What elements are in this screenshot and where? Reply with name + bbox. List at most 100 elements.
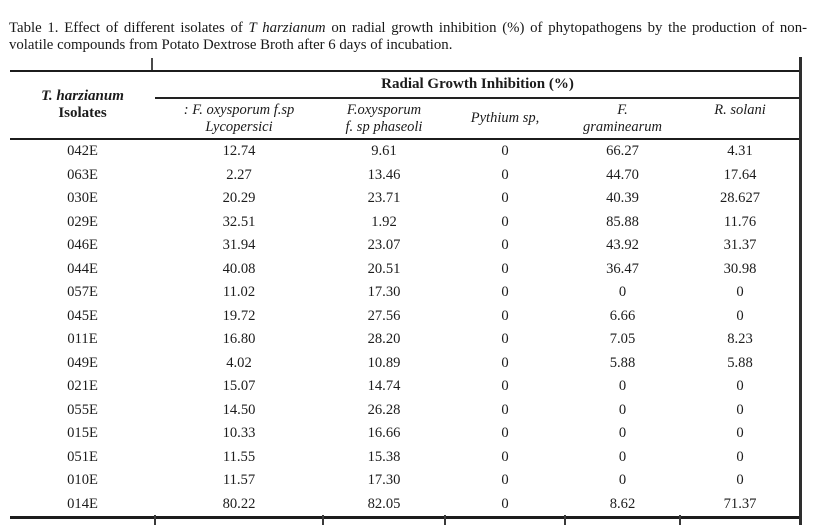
table-row: 030E 20.29 23.71 0 40.39 28.627 [10,187,800,211]
cell: 0 [501,284,509,301]
table-row: 051E 11.55 15.38 0 0 0 [10,446,800,470]
isolates-header-line1: T. harzianum [41,88,124,104]
cell: 27.56 [367,307,401,324]
cell: 66.27 [606,143,639,160]
caption-species-italic: T harzianum [248,19,326,36]
column-header-pythium-sp: Pythium sp, [470,110,540,126]
scan-artifact-bottom-tick [564,515,566,525]
isolate-cell: 029E [67,213,98,230]
scan-artifact-bottom-tick [444,515,446,525]
cell: 0 [501,190,509,207]
cell: 19.72 [222,307,256,324]
cell: 0 [501,307,509,324]
cell: 0 [501,425,509,442]
column-header-f-oxysporum-phaseoli: F.oxysporum f. sp phaseoli [345,101,423,135]
cell: 5.88 [609,354,636,371]
cell: 80.22 [222,495,256,512]
cell: 11.57 [222,472,256,489]
cell: 16.80 [222,331,256,348]
table-row: 049E 4.02 10.89 0 5.88 5.88 [10,352,800,376]
cell: 0 [501,401,509,418]
isolate-cell: 014E [67,495,98,512]
cell: 2.27 [226,166,252,183]
cell: 71.37 [723,495,757,512]
isolate-cell: 030E [67,190,98,207]
cell: 85.88 [606,213,639,230]
scan-artifact-top-tick [151,58,153,70]
cell: 0 [618,425,627,442]
isolate-cell: 045E [67,307,98,324]
cell: 26.28 [367,401,401,418]
table-row: 046E 31.94 23.07 0 43.92 31.37 [10,234,800,258]
cell: 23.71 [367,190,401,207]
cell: 0 [501,260,509,277]
table-row: 011E 16.80 28.20 0 7.05 8.23 [10,328,800,352]
results-table-wrapper: T. harzianum Isolates Radial Growth Inhi… [10,70,801,519]
cell: 17.30 [367,284,401,301]
isolate-cell: 010E [67,472,98,489]
cell: 13.46 [367,166,401,183]
cell: 31.94 [222,237,256,254]
cell: 0 [736,448,744,465]
cell: 9.61 [371,143,397,160]
cell: 20.51 [367,260,401,277]
cell: 0 [736,472,744,489]
column-header-f-oxysporum-lycopersici: : F. oxysporum f.sp Lycopersici [183,101,295,135]
isolate-cell: 015E [67,425,98,442]
caption-text-2: on radial growth inhibition (%) of phyto… [9,19,808,54]
results-table: T. harzianum Isolates Radial Growth Inhi… [10,70,801,519]
table-row: 044E 40.08 20.51 0 36.47 30.98 [10,258,800,282]
cell: 0 [501,331,509,348]
table-row: 042E 12.74 9.61 0 66.27 4.31 [10,139,800,164]
cell: 0 [736,378,744,395]
cell: 0 [618,284,627,301]
cell: 0 [501,378,509,395]
cell: 0 [501,237,509,254]
column-header-isolates: T. harzianum Isolates [10,71,155,139]
cell: 32.51 [222,213,256,230]
isolate-cell: 055E [67,401,98,418]
cell: 0 [618,378,627,395]
cell: 17.64 [723,166,757,183]
cell: 28.627 [719,190,761,207]
caption-label: Table 1. [9,19,59,36]
isolate-cell: 044E [67,260,98,277]
cell: 14.50 [222,401,256,418]
cell: 0 [501,354,509,371]
table-row: 029E 32.51 1.92 0 85.88 11.76 [10,211,800,235]
table-caption: Table 1. Effect of different isolates of… [9,20,807,55]
table-row: 010E 11.57 17.30 0 0 0 [10,469,800,493]
cell: 1.92 [371,213,397,230]
cell: 6.66 [609,307,636,324]
cell: 11.76 [723,213,757,230]
cell: 44.70 [606,166,639,183]
cell: 14.74 [367,378,401,395]
cell: 0 [501,143,509,160]
scan-artifact-bottom-tick [154,515,156,525]
isolates-header-line2: Isolates [58,105,107,121]
cell: 0 [501,448,509,465]
isolate-cell: 049E [67,354,98,371]
cell: 0 [501,166,509,183]
cell: 43.92 [606,237,639,254]
column-header-f-graminearum: F. graminearum [583,101,662,135]
scan-artifact-bottom-tick [322,515,324,525]
cell: 40.39 [606,190,639,207]
cell: 8.23 [727,331,753,348]
cell: 17.30 [367,472,401,489]
isolate-cell: 051E [67,448,98,465]
scan-artifact-right-border [799,57,802,525]
cell: 16.66 [367,425,401,442]
cell: 0 [618,401,627,418]
cell: 0 [736,425,744,442]
table-header: T. harzianum Isolates Radial Growth Inhi… [10,71,801,139]
span-header-radial-growth: Radial Growth Inhibition (%) [155,71,801,99]
cell: 0 [501,213,509,230]
table-row: 015E 10.33 16.66 0 0 0 [10,422,800,446]
cell: 0 [618,448,627,465]
cell: 15.07 [222,378,256,395]
table-row: 021E 15.07 14.74 0 0 0 [10,375,800,399]
cell: 7.05 [609,331,636,348]
cell: 0 [736,284,744,301]
cell: 11.02 [222,284,256,301]
